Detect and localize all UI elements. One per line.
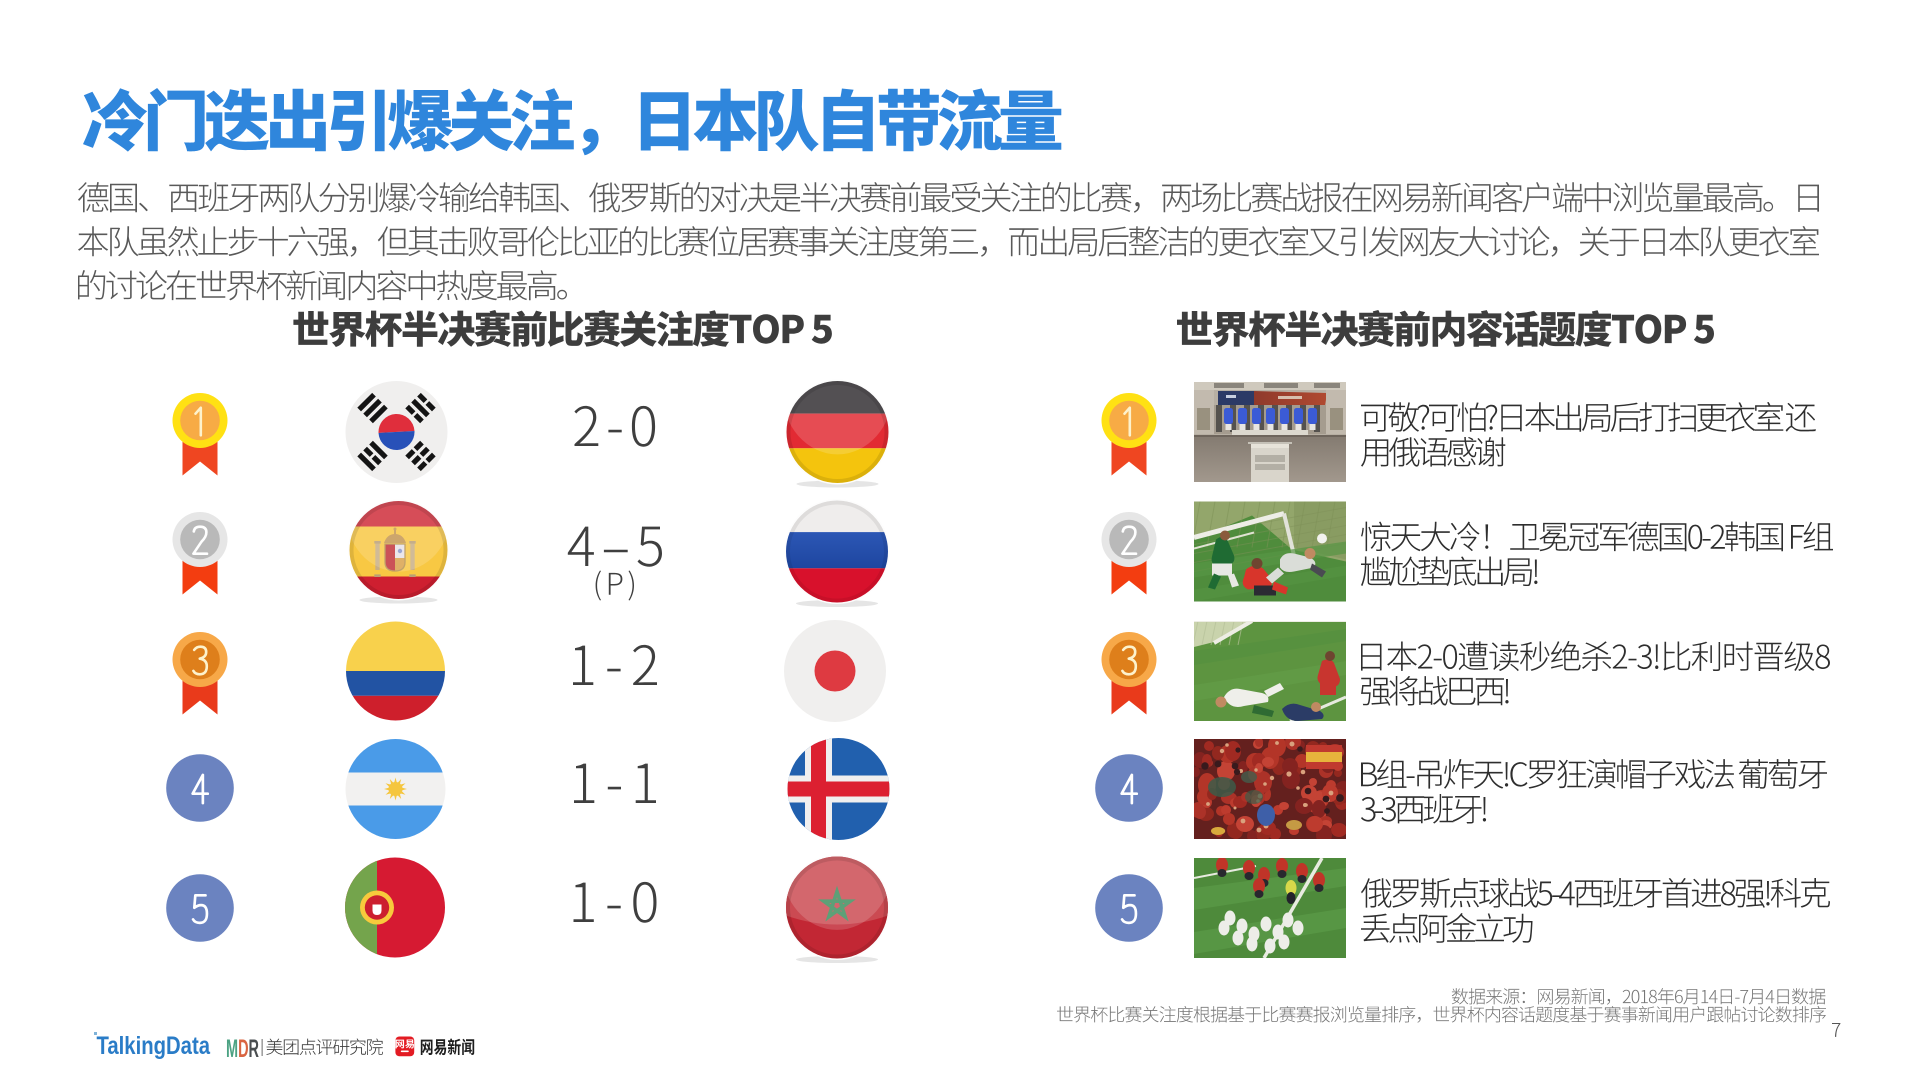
svg-text:TalkingData: TalkingData (97, 1032, 211, 1060)
svg-text:MDR: MDR (226, 1035, 259, 1063)
